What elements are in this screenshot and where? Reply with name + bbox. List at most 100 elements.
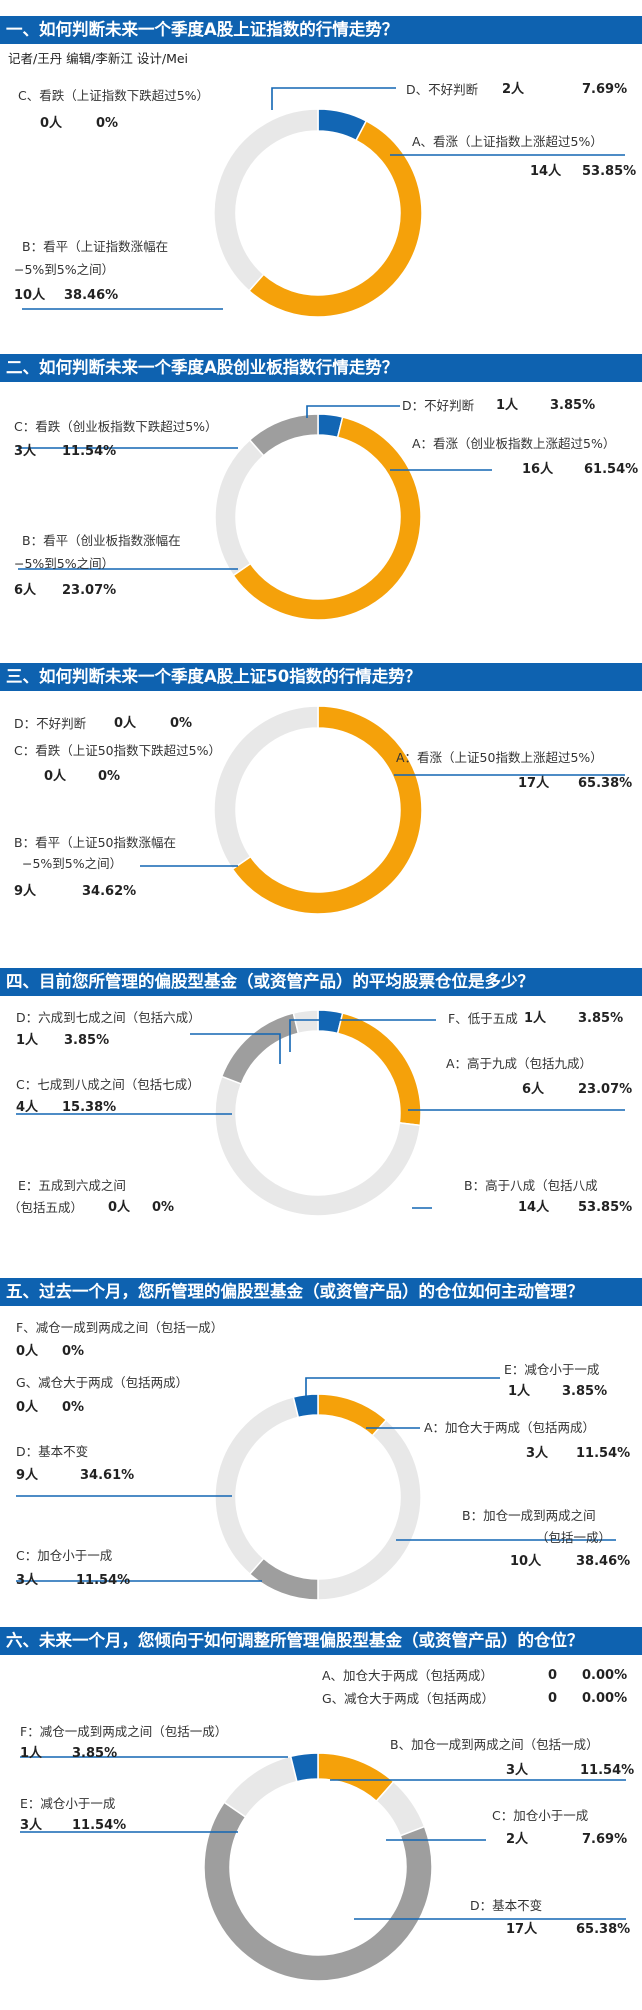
slice-count-d: 9人 bbox=[16, 1468, 39, 1483]
slice-label-a: A、加仓大于两成（包括两成） bbox=[322, 1668, 494, 1683]
slice-count-e: 0人 bbox=[108, 1200, 131, 1215]
donut-slice-a bbox=[317, 1393, 388, 1437]
slice-percent-b: 53.85% bbox=[578, 1200, 633, 1215]
slice-count-c: 3人 bbox=[16, 1573, 39, 1588]
slice-percent-a: 53.85% bbox=[582, 164, 637, 179]
slice-percent-c: 11.54% bbox=[76, 1573, 131, 1588]
slice-label-d: D、不好判断 bbox=[406, 82, 479, 97]
slice-percent-c: 7.69% bbox=[582, 1832, 628, 1847]
slice-count-c: 3人 bbox=[14, 444, 37, 459]
slice-count-a: 17人 bbox=[518, 776, 550, 791]
slice-count-c: 2人 bbox=[506, 1832, 529, 1847]
slice-percent-c: 15.38% bbox=[62, 1100, 117, 1115]
slice-count-c: 0人 bbox=[40, 116, 63, 131]
donut-slice-a bbox=[336, 1012, 422, 1127]
slice-label-c: C：看跌（创业板指数下跌超过5%） bbox=[14, 419, 218, 434]
slice-label-b: B：高于八成（包括八成 bbox=[464, 1178, 598, 1193]
donut-slice-b bbox=[213, 705, 319, 871]
slice-count-a: 0 bbox=[548, 1668, 558, 1683]
slice-count-f: 0人 bbox=[16, 1344, 39, 1359]
donut-slice-a bbox=[247, 119, 423, 318]
chart-3-svg bbox=[140, 705, 625, 915]
slice-label-e: E：减仓小于一成 bbox=[20, 1796, 116, 1811]
slice-label-c: C：加仓小于一成 bbox=[16, 1548, 113, 1563]
donut-chart-2 bbox=[214, 413, 422, 621]
slice-count-b: 14人 bbox=[518, 1200, 550, 1215]
slice-label-d: D：基本不变 bbox=[16, 1444, 89, 1459]
slice-label-c: C：看跌（上证50指数下跌超过5%） bbox=[14, 743, 221, 758]
slice-percent-b: 38.46% bbox=[64, 288, 119, 303]
slice-percent-f: 3.85% bbox=[72, 1746, 118, 1761]
slice-percent-a: 11.54% bbox=[576, 1446, 631, 1461]
chart-6-svg bbox=[20, 1752, 626, 1982]
donut-slice-d bbox=[292, 1009, 319, 1035]
slice-percent-d: 3.85% bbox=[550, 398, 596, 413]
slice-label-a: A：加仓大于两成（包括两成） bbox=[424, 1420, 596, 1435]
donut-slice-d bbox=[203, 1801, 433, 1982]
slice-label-b: B：看平（上证50指数涨幅在 bbox=[14, 835, 176, 850]
slice-count-c: 0人 bbox=[44, 769, 67, 784]
slice-percent-g: 0% bbox=[62, 1400, 85, 1415]
leader-e bbox=[305, 1377, 500, 1396]
slice-label-b: B、加仓一成到两成之间（包括一成） bbox=[390, 1737, 599, 1752]
slice-label-f: F：减仓一成到两成之间（包括一成） bbox=[20, 1724, 228, 1739]
slice-percent-d: 0% bbox=[170, 716, 193, 731]
donut-slice-d bbox=[214, 1396, 300, 1576]
slice-percent-e: 11.54% bbox=[72, 1818, 127, 1833]
slice-label-b: B：看平（上证指数涨幅在 bbox=[22, 239, 169, 254]
slice-percent-f: 0% bbox=[62, 1344, 85, 1359]
slice-label-c: C：七成到八成之间（包括七成） bbox=[16, 1077, 200, 1092]
donut-chart-3 bbox=[213, 705, 423, 915]
donut-slice-b bbox=[213, 108, 319, 292]
donut-slice-a bbox=[231, 705, 423, 915]
slice-count-g: 0人 bbox=[16, 1400, 39, 1415]
slice-count-b: 10人 bbox=[510, 1554, 542, 1569]
slice-label-c: C、看跌（上证指数下跌超过5%） bbox=[18, 88, 210, 103]
slice-label-d: D：六成到七成之间（包括六成） bbox=[16, 1010, 201, 1025]
slice-label-e: E：五成到六成之间 bbox=[18, 1178, 126, 1193]
slice-label-d: D：不好判断 bbox=[14, 716, 87, 731]
leader-d bbox=[306, 405, 400, 418]
section-4-title: 四、目前您所管理的偏股型基金（或资管产品）的平均股票仓位是多少？ bbox=[0, 968, 642, 996]
slice-label-a: A：高于九成（包括九成） bbox=[446, 1056, 593, 1071]
slice-label-b-line2: −5%到5%之间） bbox=[14, 262, 115, 277]
slice-label-b-line2: （包括一成） bbox=[536, 1530, 612, 1545]
slice-percent-e: 3.85% bbox=[562, 1384, 608, 1399]
donut-slice-b bbox=[317, 1418, 422, 1601]
slice-percent-g: 0.00% bbox=[582, 1691, 628, 1706]
donut-slice-c bbox=[248, 1557, 319, 1601]
donut-slice-e bbox=[292, 1393, 319, 1419]
slice-count-b: 6人 bbox=[14, 583, 37, 598]
slice-percent-e: 0% bbox=[152, 1200, 175, 1215]
donut-slice-c bbox=[220, 1012, 300, 1085]
slice-percent-b: 23.07% bbox=[62, 583, 117, 598]
slice-percent-c: 11.54% bbox=[62, 444, 117, 459]
donut-slice-c bbox=[248, 413, 319, 457]
leader-f bbox=[289, 1019, 436, 1052]
slice-label-b: B：加仓一成到两成之间 bbox=[462, 1508, 596, 1523]
slice-label-c: C：加仓小于一成 bbox=[492, 1808, 589, 1823]
donut-slice-b bbox=[214, 1075, 422, 1217]
leader-d bbox=[190, 1033, 281, 1064]
slice-percent-c: 0% bbox=[98, 769, 121, 784]
slice-label-b-line2: −5%到5%之间） bbox=[22, 856, 123, 871]
slice-count-d: 17人 bbox=[506, 1922, 538, 1937]
chart-1-svg bbox=[22, 87, 625, 318]
slice-percent-a: 61.54% bbox=[584, 462, 639, 477]
slice-count-g: 0 bbox=[548, 1691, 558, 1706]
slice-percent-d: 65.38% bbox=[576, 1922, 631, 1937]
slice-percent-a: 0.00% bbox=[582, 1668, 628, 1683]
section-1-title: 一、如何判断未来一个季度A股上证指数的行情走势？ bbox=[0, 16, 642, 44]
slice-count-a: 6人 bbox=[522, 1082, 545, 1097]
slice-label-e: E：减仓小于一成 bbox=[504, 1362, 600, 1377]
slice-count-a: 14人 bbox=[530, 164, 562, 179]
slice-count-b: 9人 bbox=[14, 884, 37, 899]
slice-count-d: 2人 bbox=[502, 82, 525, 97]
donut-slice-e bbox=[223, 1755, 298, 1819]
slice-count-d: 1人 bbox=[16, 1033, 39, 1048]
slice-count-d: 0人 bbox=[114, 716, 137, 731]
chart-5-svg bbox=[16, 1377, 616, 1601]
slice-label-f: F、低于五成 bbox=[448, 1011, 518, 1026]
slice-count-e: 3人 bbox=[20, 1818, 43, 1833]
slice-percent-d: 3.85% bbox=[64, 1033, 110, 1048]
